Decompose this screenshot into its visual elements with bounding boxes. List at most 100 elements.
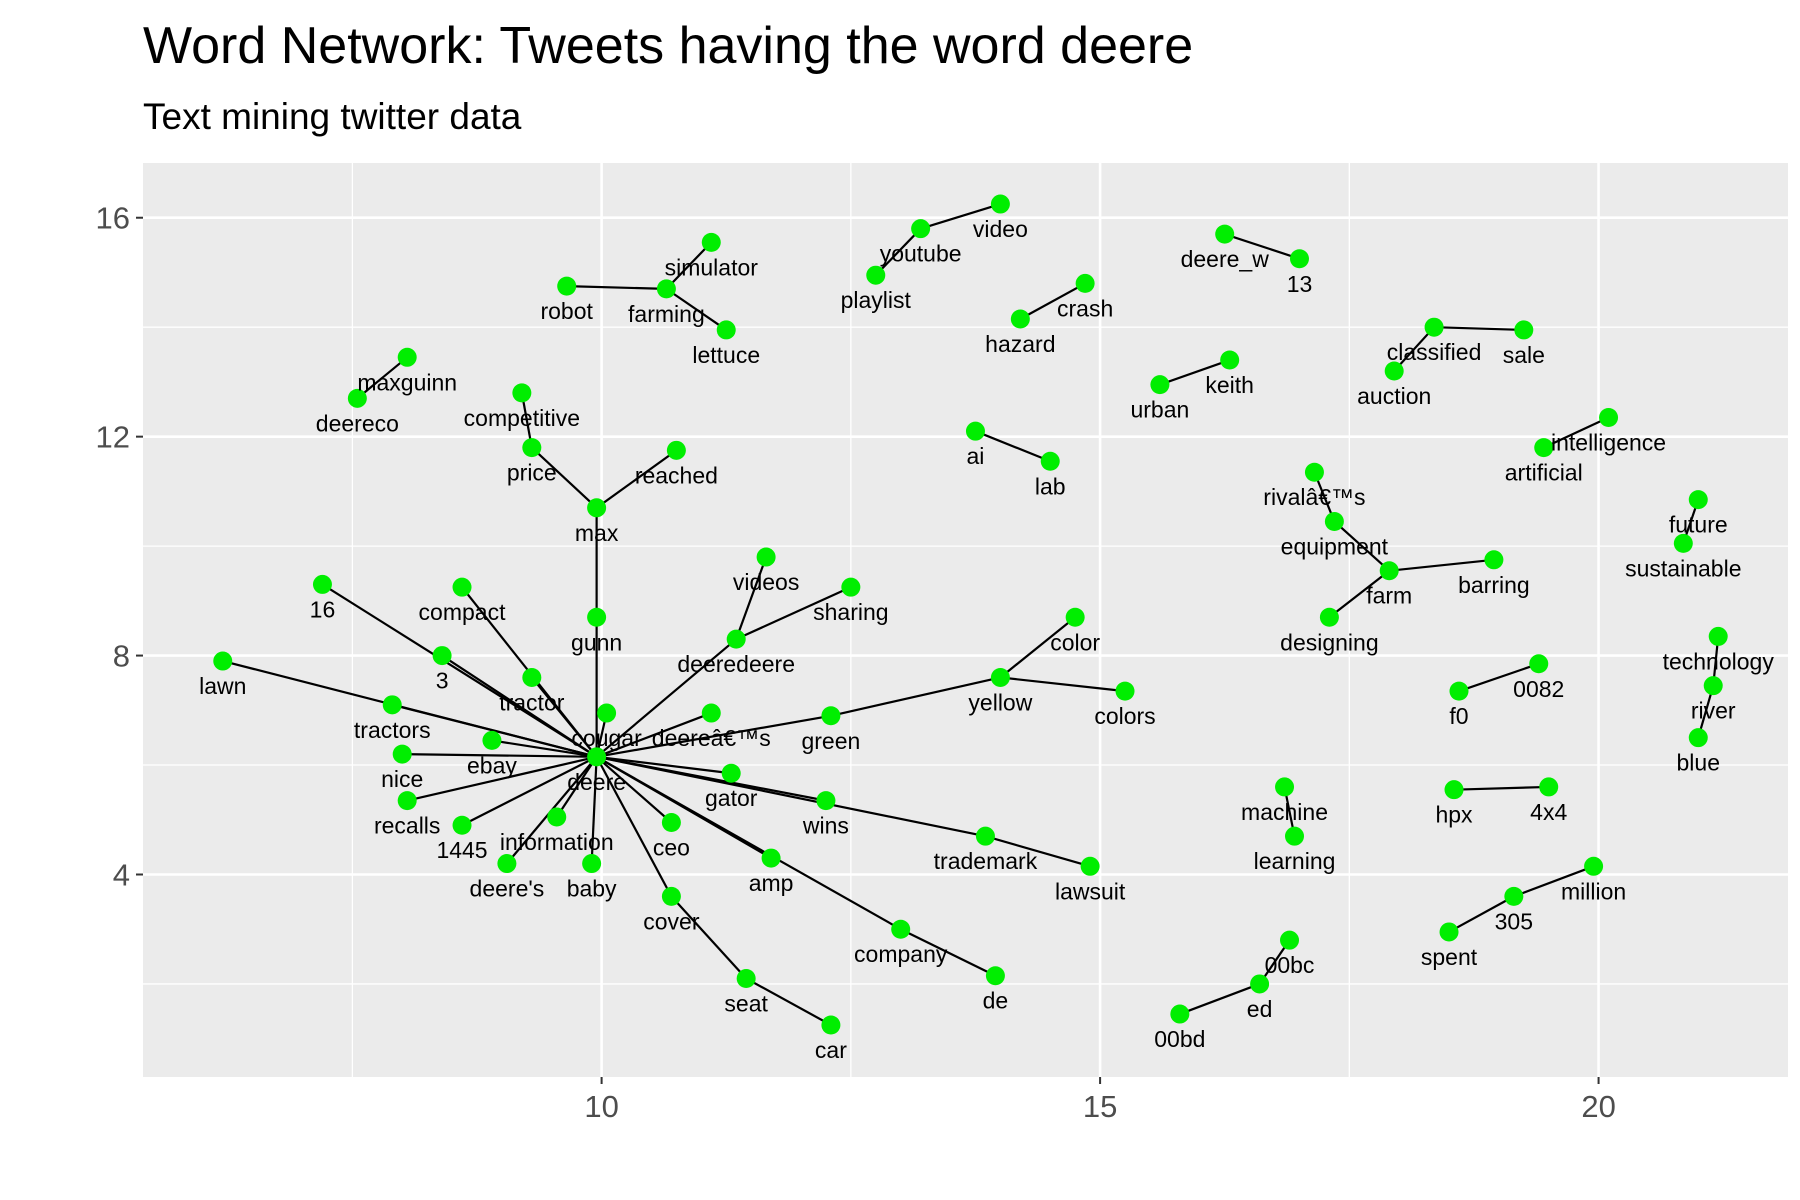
node-label: color <box>1050 629 1100 655</box>
edge <box>406 755 597 802</box>
edge <box>985 835 1091 868</box>
node-point <box>522 667 542 687</box>
node-label: de <box>983 988 1009 1014</box>
node-point <box>452 815 472 835</box>
edge <box>595 755 673 824</box>
node-label: learning <box>1254 848 1336 874</box>
edge <box>595 756 673 897</box>
edge <box>402 752 597 758</box>
edge <box>596 755 986 838</box>
y-tick-label: 12 <box>96 420 130 455</box>
node-label: blue <box>1677 750 1720 776</box>
node-point <box>1275 777 1295 797</box>
edge <box>1179 982 1260 1016</box>
chart-title: Word Network: Tweets having the word dee… <box>143 17 1194 75</box>
edge <box>595 449 678 509</box>
node-label: auction <box>1357 383 1431 409</box>
node-point <box>312 574 332 594</box>
node-point <box>1584 856 1604 876</box>
edge <box>1000 676 1126 693</box>
node-label: wins <box>802 813 849 839</box>
node-label: deere_w <box>1181 246 1270 272</box>
node-point <box>397 347 417 367</box>
node-point <box>1688 728 1708 748</box>
node-point <box>1379 561 1399 581</box>
node-point <box>347 388 367 408</box>
node-point <box>1220 350 1240 370</box>
node-point <box>985 966 1005 986</box>
node-point <box>392 744 412 764</box>
node-point <box>1673 533 1693 553</box>
edge <box>1333 520 1390 572</box>
node-label: 00bd <box>1154 1026 1205 1052</box>
node-labels: deere lawn 16 compact 3 tractor tractors ebay ni… <box>199 216 1774 1063</box>
node-label: deere <box>567 769 626 795</box>
node-point <box>701 703 721 723</box>
node-point <box>547 807 567 827</box>
node-label: seat <box>724 990 768 1016</box>
node-label: farming <box>628 301 705 327</box>
node-label: deeredeere <box>677 651 795 677</box>
node-point <box>1304 462 1324 482</box>
node-label: 0082 <box>1513 676 1564 702</box>
edge <box>999 616 1076 679</box>
node-point <box>1529 654 1549 674</box>
node-point <box>1444 780 1464 800</box>
node-label: tractors <box>354 717 431 743</box>
edge <box>920 202 1001 230</box>
edge <box>735 586 852 641</box>
node-label: future <box>1669 512 1728 538</box>
node-point <box>1170 1004 1190 1024</box>
node-label: intelligence <box>1551 429 1666 455</box>
edge <box>1543 416 1610 449</box>
node-point <box>891 919 911 939</box>
node-point <box>821 1015 841 1035</box>
node-point <box>1439 922 1459 942</box>
edge <box>735 556 768 640</box>
node-point <box>1539 777 1559 797</box>
node-label: ed <box>1247 996 1273 1022</box>
node-point <box>432 646 452 666</box>
node-label: sharing <box>813 599 888 625</box>
node-label: ebay <box>467 752 517 778</box>
node-label: 13 <box>1287 271 1313 297</box>
node-label: lettuce <box>692 342 760 368</box>
node-label: 305 <box>1495 908 1533 934</box>
node-point <box>522 438 542 458</box>
node-label: artificial <box>1505 460 1583 486</box>
node-point <box>1319 607 1339 627</box>
node-point <box>1289 249 1309 269</box>
node-point <box>512 383 532 403</box>
x-tick-label: 20 <box>1581 1089 1615 1124</box>
node-label: youtube <box>880 241 962 267</box>
node-point <box>397 791 417 811</box>
node-point <box>1324 511 1344 531</box>
node-point <box>382 695 402 715</box>
node-label: yellow <box>968 689 1032 715</box>
node-point <box>1150 375 1170 395</box>
node-label: deere's <box>470 876 545 902</box>
node-point <box>213 651 233 671</box>
node-label: technology <box>1663 648 1775 674</box>
node-label: reached <box>635 462 718 488</box>
node-label: lab <box>1035 473 1066 499</box>
node-point <box>1449 681 1469 701</box>
edge <box>1159 358 1231 386</box>
node-label: information <box>500 829 614 855</box>
edge <box>665 287 727 331</box>
node-label: lawn <box>199 673 246 699</box>
node-label: green <box>801 728 860 754</box>
y-tick-label: 8 <box>113 639 130 674</box>
node-point <box>557 276 577 296</box>
node-point <box>666 440 686 460</box>
node-label: robot <box>540 298 593 324</box>
node-point <box>1215 224 1235 244</box>
node-point <box>482 730 502 750</box>
node-label: classified <box>1387 339 1482 365</box>
node-label: gator <box>705 785 758 811</box>
network-nodes <box>213 194 1728 1035</box>
node-point <box>975 826 995 846</box>
node-label: nice <box>381 766 423 792</box>
node-point <box>1280 930 1300 950</box>
node-point <box>1534 438 1554 458</box>
